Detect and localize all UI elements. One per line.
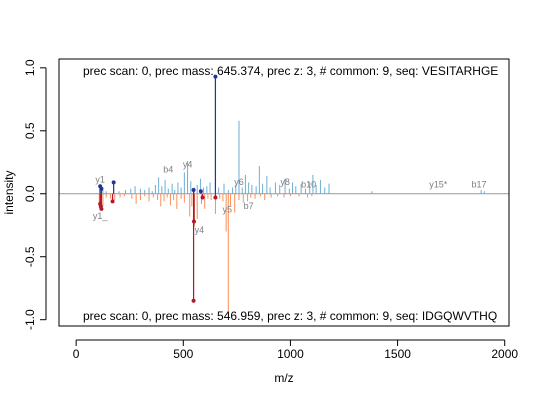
bottom-matched-point <box>110 199 115 204</box>
y-tick-label: -1.0 <box>23 309 37 330</box>
top-matched-point <box>111 180 116 185</box>
ion-labels-layer: y1 b4 y4 y6 y8 b10 y15* b17 y1_ y4 y5 b7 <box>93 159 487 234</box>
top-ion-label: b10 <box>301 179 316 189</box>
top-ion-label: y4 <box>183 159 193 169</box>
x-axis-title: m/z <box>274 371 293 385</box>
top-ion-label: y1 <box>95 174 105 184</box>
x-axis: 0 500 1000 1500 2000 <box>73 339 518 361</box>
x-tick-label: 500 <box>173 347 193 361</box>
bottom-matched-point <box>99 206 104 211</box>
top-ion-label: b17 <box>471 179 486 189</box>
matched-peaks-layer <box>98 74 218 303</box>
top-ion-label: y6 <box>234 177 244 187</box>
bottom-matched-point <box>200 195 205 200</box>
x-tick-label: 2000 <box>491 347 518 361</box>
bottom-ion-label: b7 <box>244 201 254 211</box>
top-ion-label: b4 <box>163 164 173 174</box>
top-matched-point <box>198 189 203 194</box>
top-ion-label: y8 <box>280 177 290 187</box>
y-axis-title: intensity <box>2 170 16 214</box>
y-tick-label: 1.0 <box>23 59 37 76</box>
bottom-ion-label: y1_ <box>93 211 109 221</box>
bottom-matched-point <box>192 219 196 224</box>
bottom-spectrum-annotation: prec scan: 0, prec mass: 546.959, prec z… <box>83 309 497 323</box>
y-tick-label: 0.5 <box>23 122 37 139</box>
top-peaks-layer <box>99 76 485 194</box>
bottom-matched-point <box>191 298 196 303</box>
y-tick-label: 0.0 <box>23 185 37 202</box>
top-spectrum-annotation: prec scan: 0, prec mass: 645.374, prec z… <box>83 64 498 78</box>
top-matched-point <box>191 187 196 192</box>
top-matched-point <box>213 74 218 79</box>
y-tick-label: -0.5 <box>23 246 37 267</box>
top-ion-label: y15* <box>429 179 448 189</box>
plot-frame <box>58 58 510 327</box>
top-matched-point <box>99 186 104 191</box>
bottom-matched-point <box>213 195 218 200</box>
x-tick-label: 0 <box>73 347 80 361</box>
x-tick-label: 1500 <box>384 347 411 361</box>
y-axis: -1.0 -0.5 0.0 0.5 1.0 <box>23 59 47 330</box>
bottom-ion-label: y5 <box>222 205 232 215</box>
bottom-ion-label: y4 <box>195 225 205 235</box>
x-tick-label: 1000 <box>277 347 304 361</box>
